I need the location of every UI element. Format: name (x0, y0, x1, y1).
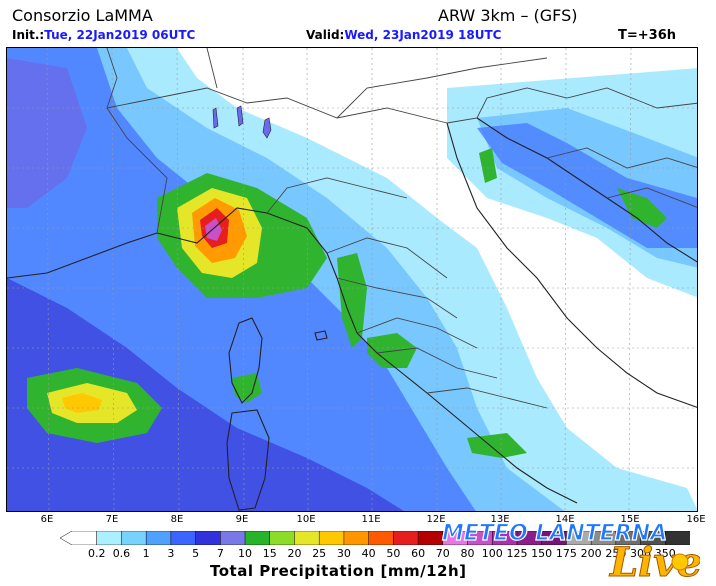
precip-adriatic-green (479, 148, 497, 183)
logo-sun-icon (671, 553, 689, 571)
lon-label-15e: 15E (620, 514, 640, 525)
colorbar-tick-label: 0.6 (112, 547, 131, 560)
italy-east-coast (446, 122, 697, 408)
colorbar-tick-label: 175 (555, 547, 577, 560)
colorbar-tick-label: 80 (460, 547, 475, 560)
corsica-coast (228, 317, 263, 404)
colorbar-tick-label: 150 (531, 547, 553, 560)
model-label: ARW 3km – (GFS) (438, 6, 578, 25)
lon-label-7e: 7E (105, 514, 119, 525)
colorbar-tick-label: 300 (630, 547, 652, 560)
lakes (212, 105, 272, 139)
colorbar-tick-label: 60 (411, 547, 426, 560)
lon-label-6e: 6E (40, 514, 54, 525)
lon-label-10e: 10E (296, 514, 316, 525)
swiss-border (106, 87, 448, 124)
product-title: Consorzio LaMMA (12, 6, 153, 25)
slovenia-border (446, 87, 697, 124)
colorbar (60, 531, 690, 545)
precip-tuscany-green (337, 253, 367, 348)
colorbar-swatch (121, 531, 147, 545)
colorbar-tick-label: 3 (167, 547, 175, 560)
colorbar-swatch (195, 531, 222, 545)
graticule (7, 48, 697, 511)
colorbar-swatch (170, 531, 197, 545)
colorbar-swatch (96, 531, 123, 545)
lake-maggiore (212, 107, 219, 129)
colorbar-swatch (318, 531, 345, 545)
colorbar-title: Total Precipitation [mm/12h] (210, 562, 467, 580)
alps-border (106, 48, 168, 234)
colorbar-swatch (343, 531, 370, 545)
austria-border (206, 48, 548, 119)
lon-label-14e: 14E (555, 514, 575, 525)
colorbar-tick-label: 10 (238, 547, 253, 560)
valid-value: Wed, 23Jan2019 18UTC (344, 28, 502, 42)
colorbar-swatch (220, 531, 246, 545)
lon-label-12e: 12E (426, 514, 446, 525)
colorbar-tick-label: 125 (506, 547, 528, 560)
france-coast (7, 232, 158, 279)
croatia-coast (476, 117, 697, 263)
precip-lazio-green (367, 333, 417, 368)
precip-ligurian-purple (205, 218, 222, 241)
colorbar-tick-label: 30 (336, 547, 351, 560)
colorbar-tick-label: 20 (287, 547, 302, 560)
precip-corsica-green (232, 373, 262, 403)
logo-text-main: METEO LANTERNA (442, 521, 667, 546)
precip-blue-band-3 (7, 58, 87, 208)
elba-coast (314, 330, 328, 341)
precip-croatia-green (617, 188, 667, 228)
valid-label: Valid:Wed, 23Jan2019 18UTC (306, 28, 501, 42)
colorbar-tick-label: 250 (605, 547, 627, 560)
lon-label-9e: 9E (235, 514, 249, 525)
colorbar-tick-label: 0.2 (87, 547, 106, 560)
colorbar-swatch (294, 531, 320, 545)
lake-garda (262, 117, 272, 139)
colorbar-tick-label: 200 (580, 547, 602, 560)
colorbar-tick-label: 25 (312, 547, 327, 560)
lake-como (236, 105, 244, 127)
sardinia-coast (226, 409, 270, 511)
balkan-borders (546, 147, 697, 208)
init-label: Init.:Tue, 22Jan2019 06UTC (12, 28, 195, 42)
colorbar-tick-label: 15 (262, 547, 277, 560)
longitude-axis: 6E 7E 8E 9E 10E 11E 12E 13E 14E 15E 16E (0, 514, 716, 530)
map-canvas (7, 48, 697, 511)
lon-label-11e: 11E (361, 514, 381, 525)
lon-label-8e: 8E (170, 514, 184, 525)
colorbar-tick-label: 40 (361, 547, 376, 560)
lon-label-16e: 16E (686, 514, 706, 525)
precipitation-map (6, 47, 698, 512)
colorbar-tick-label: 100 (481, 547, 503, 560)
valid-label-text: Valid: (306, 28, 345, 42)
colorbar-swatch (368, 531, 395, 545)
colorbar-swatch (244, 531, 271, 545)
lead-time: T=+36h (618, 28, 676, 43)
colorbar-swatch (60, 531, 97, 545)
init-label-text: Init.: (12, 28, 45, 42)
colorbar-tick-label: 1 (142, 547, 150, 560)
lon-label-13e: 13E (490, 514, 510, 525)
colorbar-tick-label: 5 (192, 547, 200, 560)
colorbar-swatch (145, 531, 172, 545)
colorbar-swatch (665, 531, 690, 545)
colorbar-swatch (393, 531, 419, 545)
colorbar-tick-label: 350 (654, 547, 676, 560)
logo-text-script: Live (609, 539, 700, 584)
regions (266, 177, 548, 409)
colorbar-swatch (269, 531, 296, 545)
colorbar-tick-label: 7 (216, 547, 224, 560)
colorbar-tick-label: 70 (435, 547, 450, 560)
borders (106, 48, 697, 409)
colorbar-tick-label: 50 (386, 547, 401, 560)
init-value: Tue, 22Jan2019 06UTC (44, 28, 196, 42)
meteo-lanterna-logo: METEO LANTERNA Live (441, 520, 700, 584)
precip-blue-band-2 (7, 278, 404, 511)
